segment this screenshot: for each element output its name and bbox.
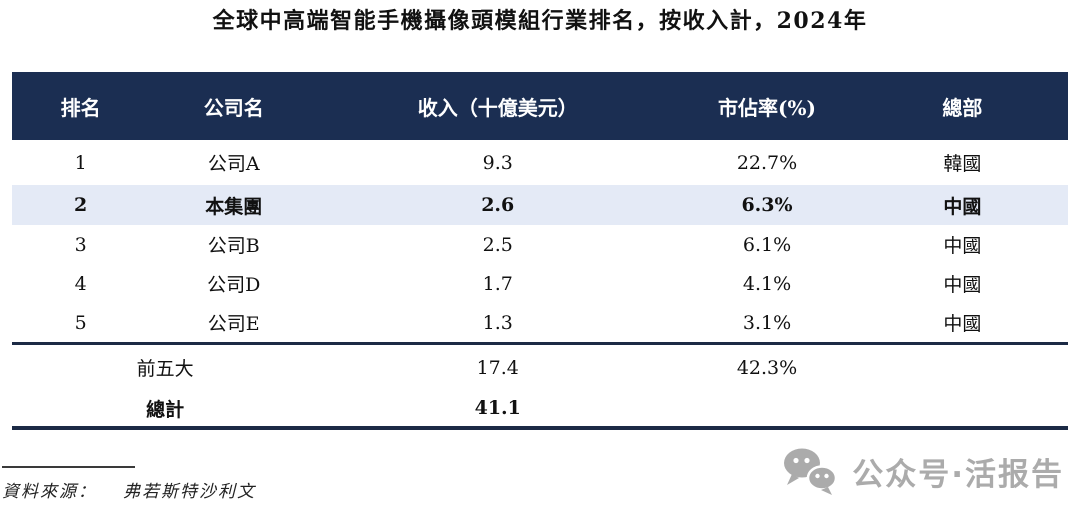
ranking-table: 排名 公司名 收入（十億美元） 市佔率(%) 總部 1 公司A 9.3 22.7… [12, 72, 1068, 430]
cell-revenue: 17.4 [476, 356, 519, 379]
cell-share: 6.1% [742, 233, 792, 256]
source-value: 弗若斯特沙利文 [123, 482, 256, 502]
source-label: 資料來源： [2, 482, 97, 502]
table-row: 5 公司E 1.3 3.1% 中國 [12, 303, 1068, 342]
cell-rank: 1 [74, 151, 87, 174]
source-note: 資料來源： 弗若斯特沙利文 [2, 477, 256, 502]
cell-rank: 4 [74, 272, 87, 295]
table-bottom-rule [12, 426, 1068, 430]
table-divider-rule [12, 342, 1068, 345]
table-row-group-highlighted: 2 本集團 2.6 6.3% 中國 [12, 185, 1068, 225]
table-row-grand-total: 總計 41.1 [12, 390, 1068, 426]
cell-hq: 韓國 [943, 153, 982, 175]
cell-company: 公司D [207, 274, 261, 296]
cell-revenue: 41.1 [474, 397, 521, 419]
cell-company: 公司A [207, 153, 260, 175]
cell-rank: 3 [74, 233, 87, 256]
column-header-revenue: 收入（十億美元） [417, 95, 578, 120]
column-header-hq: 總部 [942, 95, 983, 120]
cell-share: 3.1% [742, 311, 792, 334]
cell-company: 本集團 [205, 195, 263, 218]
cell-total-label: 前五大 [136, 358, 194, 380]
table-row: 3 公司B 2.5 6.1% 中國 [12, 225, 1068, 264]
cell-revenue: 1.3 [482, 311, 513, 334]
cell-revenue: 1.7 [482, 272, 513, 295]
source-divider-line [2, 466, 135, 468]
cell-share: 4.1% [742, 272, 792, 295]
column-header-company: 公司名 [203, 95, 264, 120]
cell-share: 6.3% [741, 194, 793, 216]
table-row: 1 公司A 9.3 22.7% 韓國 [12, 140, 1068, 185]
cell-hq: 中國 [943, 274, 982, 296]
cell-total-label: 總計 [146, 398, 185, 421]
cell-hq: 中國 [943, 235, 982, 257]
cell-share: 22.7% [736, 151, 798, 174]
cell-hq: 中國 [943, 195, 982, 218]
page-title: 全球中高端智能手機攝像頭模組行業排名，按收入計，2024年 [212, 8, 868, 34]
column-header-rank: 排名 [60, 95, 101, 120]
cell-company: 公司E [207, 313, 260, 335]
cell-rank: 2 [74, 194, 88, 216]
column-header-share: 市佔率(%) [718, 95, 816, 120]
cell-rank: 5 [74, 311, 87, 334]
cell-revenue: 9.3 [482, 151, 513, 174]
watermark: 公众号·活报告 [782, 447, 1064, 495]
cell-revenue: 2.6 [481, 194, 515, 216]
cell-company: 公司B [207, 235, 260, 257]
table-header-row: 排名 公司名 收入（十億美元） 市佔率(%) 總部 [12, 72, 1068, 140]
table-row: 4 公司D 1.7 4.1% 中國 [12, 264, 1068, 303]
wechat-icon [782, 447, 840, 495]
watermark-text: 公众号·活报告 [852, 456, 1064, 493]
cell-hq: 中國 [943, 313, 982, 335]
cell-revenue: 2.5 [482, 233, 513, 256]
cell-share: 42.3% [736, 356, 798, 379]
table-row-top-five-total: 前五大 17.4 42.3% [12, 345, 1068, 390]
